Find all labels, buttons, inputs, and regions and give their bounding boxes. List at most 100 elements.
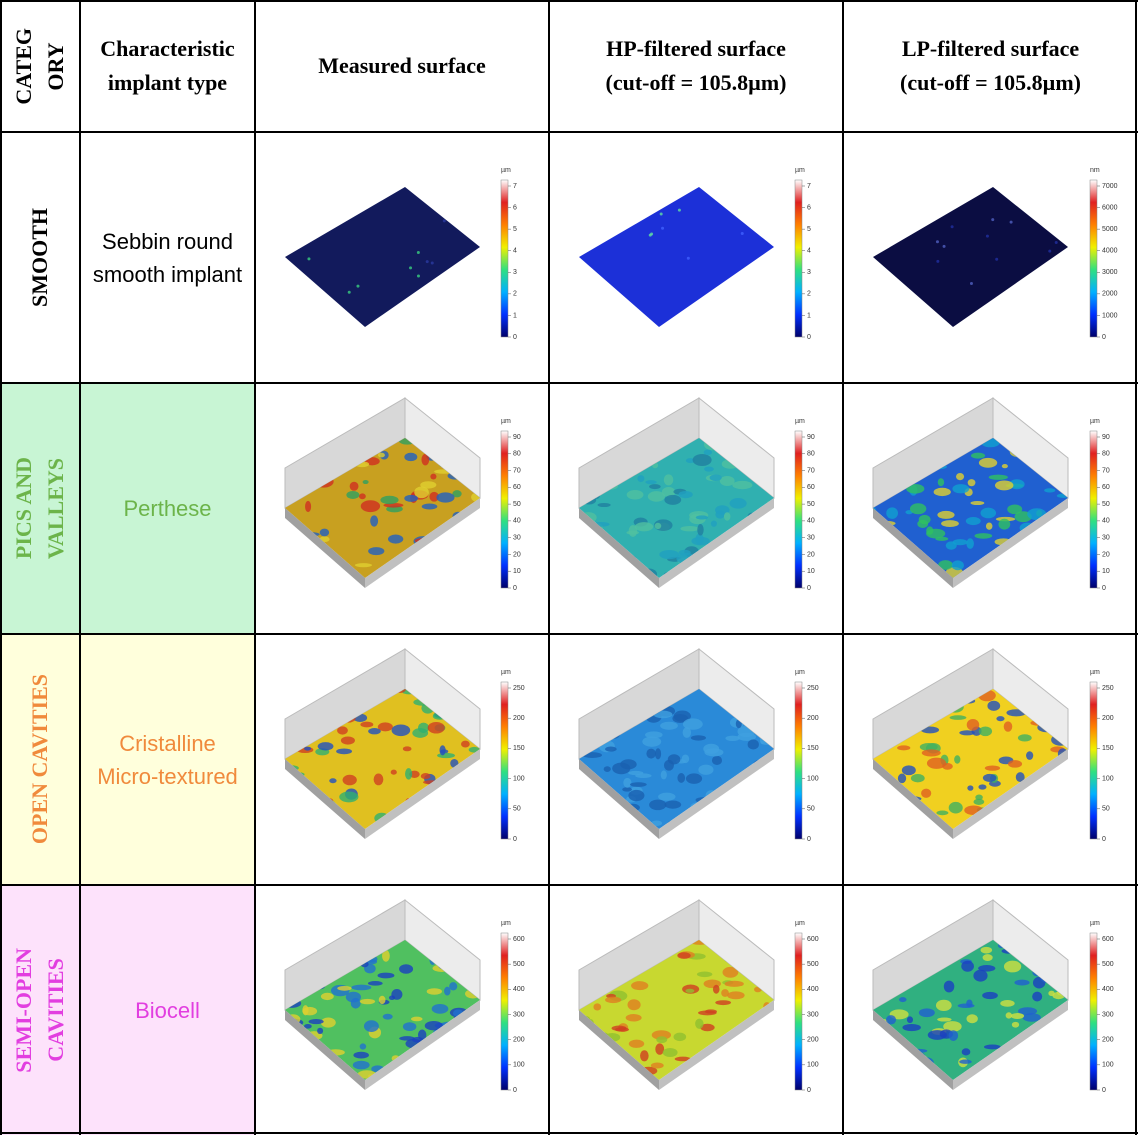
colorbar-label: 200 <box>807 1037 819 1044</box>
colorbar-label: 100 <box>513 775 525 782</box>
texture-blob <box>342 774 357 786</box>
texture-blob <box>467 442 475 449</box>
texture-blob <box>287 540 304 551</box>
colorbar-label: 600 <box>513 936 525 943</box>
texture-blob <box>421 453 430 466</box>
texture-blob <box>625 1014 642 1022</box>
surface <box>285 187 480 327</box>
texture-blob <box>645 480 657 485</box>
colorbar-label: 0 <box>513 836 517 843</box>
texture-blob <box>329 778 337 784</box>
texture-blob <box>876 943 896 955</box>
texture-blob <box>1015 772 1025 783</box>
texture-blob <box>447 1040 459 1052</box>
front-edge <box>659 1000 774 1090</box>
texture-blob <box>975 794 983 801</box>
plot-cell: µm 0 10 20 30 40 50 60 70 80 90 <box>255 383 549 634</box>
texture-blob <box>579 795 592 803</box>
header-line: HP-filtered surface <box>606 36 786 61</box>
colorbar-label: 100 <box>1102 1062 1114 1069</box>
colorbar-label: 50 <box>513 806 521 813</box>
texture-blob <box>742 527 756 539</box>
texture-blob <box>654 748 662 760</box>
front-edge <box>953 498 1068 588</box>
colorbar-label: 0 <box>1102 334 1106 341</box>
texture-blob <box>1015 1052 1031 1063</box>
category-line: VALLEYS <box>43 457 68 560</box>
texture-blob <box>449 982 458 991</box>
colorbar-label: 6 <box>807 204 811 211</box>
front-edge <box>579 508 659 588</box>
texture-blob <box>285 1066 299 1074</box>
colorbar-label: 20 <box>807 551 815 558</box>
surface-plot: µm 0 100 200 300 400 500 600 <box>872 898 1114 1094</box>
texture-blob <box>725 735 740 741</box>
texture-blob <box>992 1060 1011 1072</box>
row-rule <box>0 0 1138 2</box>
category-line: SMOOTH <box>27 207 52 307</box>
colorbar-label: 5 <box>513 226 517 233</box>
texture-blob <box>442 219 446 223</box>
plot-cell: µm 0 100 200 300 400 500 600 <box>549 885 843 1135</box>
texture-blob <box>1057 776 1068 788</box>
texture-blob <box>463 281 467 285</box>
colorbar-unit: µm <box>795 669 805 676</box>
texture-blob <box>663 474 674 486</box>
texture-blob <box>982 991 998 1000</box>
texture-blob <box>688 1071 708 1080</box>
texture-blob <box>293 1041 308 1047</box>
colorbar-label: 250 <box>513 685 525 692</box>
texture-blob <box>886 689 897 694</box>
texture-blob <box>424 1061 432 1070</box>
texture-blob <box>686 256 690 260</box>
header-text: LP-filtered surface (cut-off = 105.8µm) <box>900 32 1081 100</box>
colorbar-label: 90 <box>807 434 815 441</box>
header-cell: CATEG ORY <box>0 0 80 132</box>
texture-blob <box>1007 760 1023 768</box>
texture-blob <box>317 1027 324 1035</box>
texture-blob <box>319 528 330 537</box>
texture-blob <box>352 1060 370 1070</box>
column-rule <box>0 0 2 1135</box>
plot-cell: µm 0 50 100 150 200 250 <box>843 634 1138 885</box>
texture-blob <box>936 259 940 263</box>
colorbar-label: 90 <box>1102 434 1110 441</box>
texture-blob <box>753 1072 770 1080</box>
colorbar-label: 50 <box>1102 806 1110 813</box>
texture-blob <box>358 493 366 500</box>
texture-blob <box>711 755 723 766</box>
texture-blob <box>579 709 584 716</box>
implant-line: Perthese <box>123 496 212 521</box>
texture-blob <box>876 792 888 798</box>
texture-blob <box>353 1051 369 1059</box>
colorbar-label: 2 <box>807 291 811 298</box>
colorbar-label: 3000 <box>1102 269 1118 276</box>
texture-blob <box>979 819 993 829</box>
texture-blob <box>1048 249 1052 253</box>
colorbar-unit: µm <box>1090 669 1100 676</box>
surface <box>579 187 774 327</box>
texture-blob <box>377 722 393 732</box>
texture-blob <box>933 487 951 497</box>
texture-blob <box>730 1073 738 1080</box>
row-rule <box>0 131 1138 133</box>
texture-blob <box>453 810 465 818</box>
texture-blob <box>404 494 418 502</box>
plot-cell: µm 0 10 20 30 40 50 60 70 80 90 <box>549 383 843 634</box>
surface-plot: µm 0 10 20 30 40 50 60 70 80 90 <box>284 396 521 592</box>
front-edge <box>953 1000 1068 1090</box>
surface <box>285 438 480 578</box>
texture-blob <box>320 1017 336 1028</box>
plot-cell: µm 0 50 100 150 200 250 <box>549 634 843 885</box>
texture-blob <box>724 980 744 987</box>
texture-blob <box>974 533 993 539</box>
texture-blob <box>463 438 480 446</box>
texture-blob <box>368 728 381 735</box>
texture-blob <box>978 784 987 790</box>
colorbar <box>1089 179 1098 338</box>
texture-blob <box>906 940 915 944</box>
colorbar-label: 50 <box>1102 501 1110 508</box>
texture-blob <box>382 950 390 962</box>
colorbar-label: 60 <box>807 484 815 491</box>
